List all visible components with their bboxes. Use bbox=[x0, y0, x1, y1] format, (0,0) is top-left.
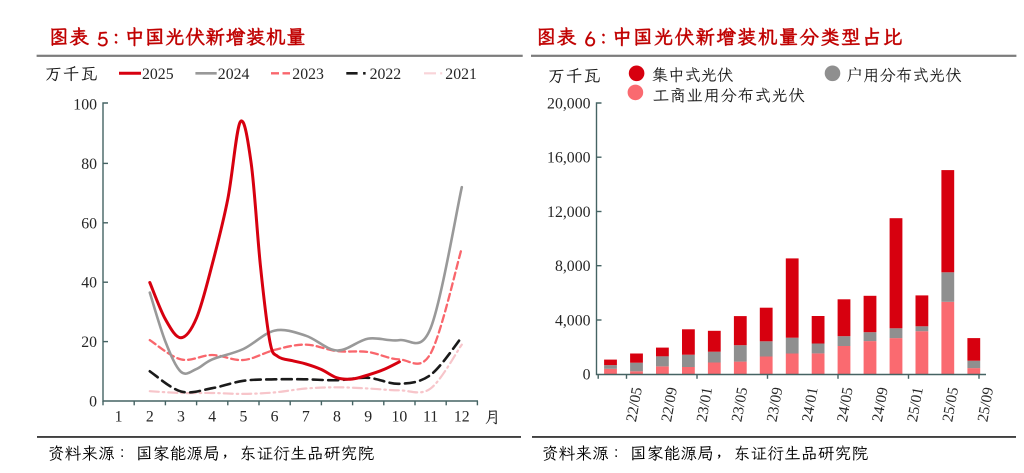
svg-text:2: 2 bbox=[146, 409, 154, 426]
svg-text:25/09: 25/09 bbox=[974, 386, 997, 424]
svg-text:2022: 2022 bbox=[370, 66, 402, 83]
svg-text:20,000: 20,000 bbox=[547, 96, 591, 113]
svg-text:25/01: 25/01 bbox=[904, 386, 927, 423]
svg-text:12,000: 12,000 bbox=[547, 204, 591, 221]
svg-text:1: 1 bbox=[115, 409, 123, 426]
svg-text:2021: 2021 bbox=[445, 66, 477, 83]
svg-text:24/05: 24/05 bbox=[834, 386, 857, 424]
svg-text:16,000: 16,000 bbox=[547, 150, 591, 167]
svg-text:11: 11 bbox=[423, 409, 438, 426]
svg-text:25/05: 25/05 bbox=[939, 386, 962, 424]
svg-text:40: 40 bbox=[81, 275, 97, 292]
svg-text:5: 5 bbox=[239, 409, 247, 426]
svg-text:23/01: 23/01 bbox=[693, 386, 716, 423]
svg-text:100: 100 bbox=[73, 97, 97, 114]
svg-text:2024: 2024 bbox=[218, 66, 250, 83]
svg-text:23/05: 23/05 bbox=[728, 386, 751, 424]
svg-text:22/09: 22/09 bbox=[658, 386, 681, 424]
svg-text:60: 60 bbox=[81, 215, 97, 232]
svg-text:24/09: 24/09 bbox=[869, 386, 892, 424]
svg-text:4,000: 4,000 bbox=[555, 313, 591, 330]
svg-text:4: 4 bbox=[208, 409, 216, 426]
svg-text:23/09: 23/09 bbox=[764, 386, 787, 424]
svg-text:8,000: 8,000 bbox=[555, 258, 591, 275]
svg-text:2025: 2025 bbox=[142, 66, 174, 83]
svg-text:3: 3 bbox=[177, 409, 185, 426]
svg-text:2023: 2023 bbox=[292, 66, 324, 83]
svg-text:12: 12 bbox=[454, 409, 470, 426]
svg-text:24/01: 24/01 bbox=[799, 386, 822, 423]
svg-text:0: 0 bbox=[89, 394, 97, 411]
svg-text:0: 0 bbox=[583, 367, 591, 384]
svg-text:9: 9 bbox=[364, 409, 372, 426]
svg-text:7: 7 bbox=[302, 409, 310, 426]
svg-text:8: 8 bbox=[333, 409, 341, 426]
svg-text:6: 6 bbox=[271, 409, 279, 426]
svg-text:80: 80 bbox=[81, 156, 97, 173]
svg-text:20: 20 bbox=[81, 334, 97, 351]
svg-text:22/05: 22/05 bbox=[623, 386, 646, 424]
svg-text:10: 10 bbox=[392, 409, 408, 426]
